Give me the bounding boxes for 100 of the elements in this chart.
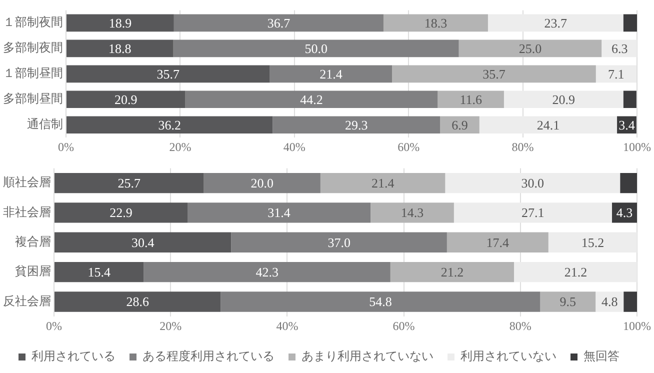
y-tick-label: 貧困層 <box>15 264 51 278</box>
legend-label: あまり利用されていない <box>302 349 434 364</box>
data-label: 35.7 <box>156 66 180 82</box>
legend-label: ある程度利用されている <box>142 349 274 364</box>
bar <box>220 292 540 312</box>
data-label: 21.4 <box>371 175 395 190</box>
bar <box>596 65 636 83</box>
data-label: 23.7 <box>544 15 568 30</box>
data-label: 28.6 <box>126 294 150 310</box>
data-label: 36.7 <box>267 15 291 30</box>
bar <box>185 90 438 108</box>
data-label: 20.0 <box>250 175 274 190</box>
bar <box>540 292 596 312</box>
x-tick-label: 80% <box>509 318 532 333</box>
x-tick-label: 60% <box>392 318 415 333</box>
data-label: 37.0 <box>328 234 350 250</box>
bar <box>479 116 618 134</box>
data-label: 25.0 <box>518 40 542 56</box>
bar <box>438 90 504 108</box>
bar <box>446 232 548 252</box>
x-tick-label: 100% <box>623 140 651 154</box>
data-label: 20.9 <box>552 92 576 107</box>
data-label: 4.3 <box>616 205 633 220</box>
legend-label: 利用されていない <box>460 349 556 364</box>
bar <box>390 262 514 282</box>
data-label: 3.4 <box>618 117 636 132</box>
bar <box>548 232 637 252</box>
data-label: 30.0 <box>521 175 544 190</box>
data-label: 20.9 <box>114 92 138 107</box>
data-label: 44.2 <box>300 92 323 107</box>
data-label: 14.3 <box>400 205 424 220</box>
bar <box>370 202 454 223</box>
legend-label: 利用されている <box>32 349 116 364</box>
x-tick-label: 40% <box>276 318 298 333</box>
bar <box>620 172 637 194</box>
data-label: 22.9 <box>110 205 132 220</box>
data-label: 21.4 <box>320 66 343 82</box>
data-label: 36.2 <box>158 117 181 132</box>
bar <box>596 292 624 312</box>
y-tick-label: 多部制昼間 <box>3 92 63 106</box>
y-tick-label: 複合層 <box>15 234 51 249</box>
bar <box>383 14 488 32</box>
data-label: 6.9 <box>452 117 468 132</box>
bar <box>445 172 620 194</box>
data-label: 15.2 <box>581 234 604 250</box>
bar <box>54 202 188 223</box>
bar <box>66 65 270 83</box>
bar <box>270 65 392 83</box>
data-label: 7.1 <box>608 66 624 82</box>
x-tick-label: 100% <box>623 318 651 333</box>
y-tick-label: 順社会層 <box>3 175 51 190</box>
data-label: 6.3 <box>611 40 628 56</box>
bar <box>54 172 204 194</box>
y-tick-label: 多部制夜間 <box>3 40 63 55</box>
bar <box>440 116 480 134</box>
bar <box>231 232 447 252</box>
data-label: 24.1 <box>536 117 560 132</box>
data-label: 29.3 <box>344 117 368 132</box>
x-tick-label: 20% <box>160 318 182 333</box>
bar <box>204 172 320 194</box>
bar <box>66 40 174 58</box>
data-label: 50.0 <box>304 40 328 56</box>
bar <box>624 292 637 312</box>
bar <box>272 116 440 134</box>
bar <box>144 262 390 282</box>
bar <box>454 202 612 223</box>
bar <box>188 202 371 223</box>
bar <box>173 40 459 58</box>
bar <box>174 14 384 32</box>
bar <box>623 14 637 32</box>
data-label: 4.8 <box>601 294 618 310</box>
legend-label: 無回答 <box>584 349 620 364</box>
x-tick-label: 0% <box>46 318 62 333</box>
x-tick-label: 20% <box>169 140 192 154</box>
bar <box>66 14 174 32</box>
data-label: 18.9 <box>108 15 132 30</box>
data-label: 11.6 <box>460 92 482 107</box>
bar <box>623 90 636 108</box>
data-label: 17.4 <box>486 234 510 250</box>
bar <box>66 90 186 108</box>
y-tick-label: 反社会層 <box>3 294 51 308</box>
bar <box>320 172 446 194</box>
y-tick-label: 非社会層 <box>3 204 51 219</box>
data-label: 54.8 <box>369 294 392 310</box>
data-label: 30.4 <box>131 234 155 250</box>
data-label: 42.3 <box>256 264 278 280</box>
bar <box>392 65 596 83</box>
data-label: 35.7 <box>482 66 506 82</box>
y-tick-label: １部制夜間 <box>3 15 63 30</box>
data-label: 21.2 <box>564 264 588 280</box>
y-tick-label: １部制昼間 <box>3 66 63 80</box>
bar <box>458 40 602 58</box>
x-tick-label: 80% <box>512 140 534 154</box>
data-label: 27.1 <box>522 205 544 220</box>
bar <box>54 262 144 282</box>
data-label: 18.3 <box>424 15 448 30</box>
bar <box>504 90 624 108</box>
x-tick-label: 40% <box>283 140 306 154</box>
data-label: 9.5 <box>560 294 576 310</box>
data-label: 15.4 <box>88 264 112 280</box>
